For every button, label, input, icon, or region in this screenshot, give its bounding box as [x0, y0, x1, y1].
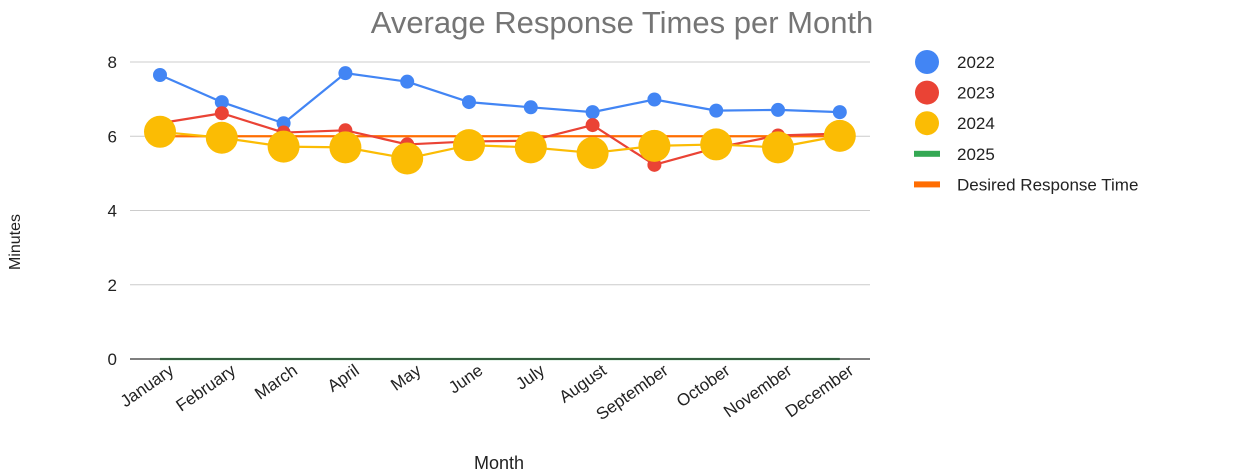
legend-swatch	[914, 181, 940, 188]
x-tick-label: November	[720, 361, 795, 422]
chart-title: Average Response Times per Month	[371, 5, 874, 40]
data-point	[214, 106, 229, 121]
series-1	[153, 66, 847, 131]
legend: 2022 2023 2024 2025 Desired Response Time	[914, 50, 1138, 194]
legend-item: Desired Response Time	[914, 175, 1138, 194]
legend-item: 2024	[915, 111, 995, 136]
legend-item: 2022	[915, 50, 995, 74]
x-tick-label: February	[172, 360, 239, 415]
data-point	[514, 131, 547, 164]
series-line	[159, 112, 840, 166]
data-point	[823, 119, 856, 152]
legend-label: 2022	[957, 53, 995, 72]
data-point	[585, 105, 600, 120]
data-point	[576, 136, 609, 169]
data-point	[523, 100, 538, 115]
series-line	[159, 72, 840, 125]
y-axis-ticks: 0 2 4 6 8	[108, 53, 117, 369]
series-2	[153, 106, 847, 172]
data-point	[832, 105, 847, 120]
data-point	[771, 102, 785, 117]
data-point	[214, 95, 229, 110]
y-tick-label: 4	[108, 202, 117, 221]
x-tick-label: April	[324, 361, 363, 396]
data-point	[762, 131, 794, 164]
x-tick-label: August	[556, 361, 610, 407]
legend-swatch	[914, 150, 940, 157]
data-point	[153, 67, 167, 82]
x-tick-label: January	[117, 360, 178, 411]
data-point	[400, 74, 415, 89]
data-point	[391, 142, 424, 175]
x-tick-label: December	[782, 361, 857, 422]
y-tick-label: 6	[108, 127, 117, 146]
data-point	[329, 131, 362, 164]
y-tick-label: 2	[108, 276, 117, 295]
data-point	[709, 103, 724, 118]
data-point	[267, 130, 300, 163]
data-point	[338, 66, 353, 81]
data-point	[585, 118, 600, 133]
x-tick-label: March	[251, 361, 301, 404]
x-tick-label: July	[512, 360, 548, 393]
gridlines	[130, 61, 870, 286]
x-tick-label: May	[387, 360, 425, 394]
y-axis-label: Minutes	[7, 214, 24, 270]
series-layer	[144, 66, 856, 361]
legend-label: 2025	[957, 145, 995, 164]
legend-label: 2023	[957, 84, 995, 103]
data-point	[700, 128, 733, 161]
legend-swatch	[915, 50, 939, 74]
legend-item: 2023	[915, 80, 995, 105]
data-point	[462, 95, 476, 110]
y-tick-label: 0	[108, 350, 117, 369]
legend-swatch	[915, 111, 939, 136]
legend-swatch	[915, 80, 939, 105]
series-3	[144, 115, 856, 175]
y-tick-label: 8	[108, 53, 117, 72]
data-point	[144, 115, 176, 148]
x-axis-label: Month	[474, 453, 524, 471]
legend-label: Desired Response Time	[957, 175, 1138, 194]
legend-item: 2025	[914, 145, 995, 164]
legend-label: 2024	[957, 114, 995, 133]
data-point	[205, 121, 238, 154]
data-point	[453, 129, 485, 162]
data-point	[638, 129, 671, 162]
x-tick-label: June	[445, 361, 486, 398]
data-point	[647, 92, 662, 107]
